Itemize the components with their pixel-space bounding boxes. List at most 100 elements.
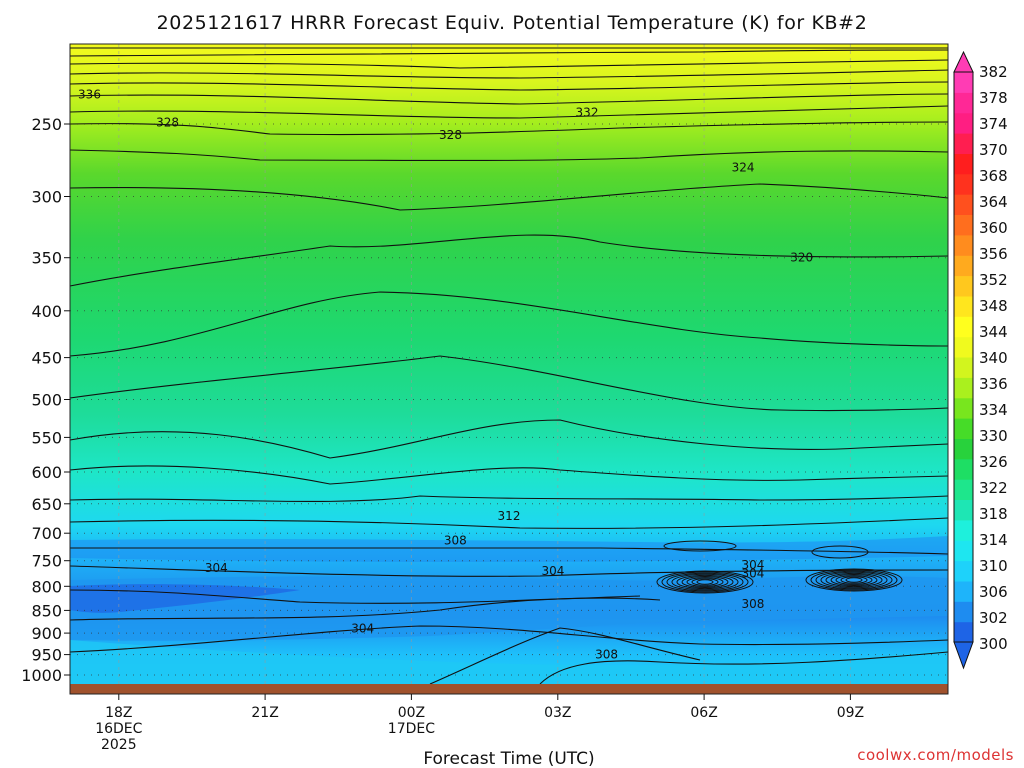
colorbar-swatch xyxy=(954,133,973,154)
contour-cluster-ring xyxy=(686,577,724,587)
colorbar-tick-label: 344 xyxy=(979,323,1008,341)
contour-line xyxy=(69,495,949,503)
colorbar-swatch xyxy=(954,621,973,643)
contour-label: 328 xyxy=(439,128,462,142)
colorbar-swatch xyxy=(954,173,973,195)
y-tick-label: 800 xyxy=(31,577,62,596)
y-tick-label: 250 xyxy=(31,115,62,134)
colorbar-swatch xyxy=(954,275,973,297)
contour-closed-loop xyxy=(811,545,869,559)
colorbar-swatch xyxy=(954,153,973,175)
contour-line xyxy=(69,105,949,119)
contour-cluster-ring xyxy=(681,576,729,588)
contour-label: 312 xyxy=(498,509,521,523)
colorbar-swatch xyxy=(954,479,973,500)
x-tick-label: 06Z xyxy=(690,705,717,721)
colorbar-swatch xyxy=(954,560,973,582)
colorbar: 300 302 306 310 314 318 322 326 330 334 336 340 344 3… xyxy=(953,50,1008,670)
contour-line xyxy=(69,597,661,621)
colorbar-tick-label: 314 xyxy=(979,531,1008,549)
colorbar-swatch xyxy=(954,357,973,378)
colorbar-swatch xyxy=(954,72,973,93)
colorbar-tick-label: 300 xyxy=(979,635,1008,653)
y-axis: 250 300 350 400 450 500 550 600 650 700 750 800 850 9… xyxy=(21,115,70,685)
colorbar-swatch xyxy=(954,458,973,480)
colorbar-tick-label: 330 xyxy=(979,427,1008,445)
colorbar-swatch xyxy=(954,377,973,399)
chart-title: 2025121617 HRRR Forecast Equiv. Potentia… xyxy=(157,12,868,34)
credit-text: coolwx.com/models xyxy=(857,746,1014,764)
x-tick-label: 16DEC xyxy=(95,721,142,737)
contour-cluster-ring xyxy=(666,572,744,592)
contour-line xyxy=(69,69,949,79)
colorbar-swatch xyxy=(954,601,973,623)
colorbar-tick-label: 306 xyxy=(979,583,1008,601)
x-tick-label: 17DEC xyxy=(388,721,435,737)
contour-line xyxy=(69,93,949,105)
contour-cluster-ring xyxy=(820,571,888,589)
colorbar-swatch xyxy=(954,194,973,215)
colorbar-swatch xyxy=(954,112,973,134)
contour-line xyxy=(69,625,949,653)
colorbar-tick-label: 352 xyxy=(979,271,1008,289)
colorbar-swatch xyxy=(954,499,973,521)
contour-line xyxy=(69,517,949,529)
colorbar-swatch xyxy=(954,92,973,114)
x-tick-label: 09Z xyxy=(837,705,864,721)
colorbar-tick-label: 364 xyxy=(979,193,1008,211)
colorbar-tick-label: 374 xyxy=(979,115,1008,133)
contour-line xyxy=(69,291,949,357)
colorbar-swatch xyxy=(954,397,973,419)
contour-cluster-ring xyxy=(805,568,903,592)
colorbar-swatch xyxy=(954,580,973,602)
contour-line xyxy=(69,149,949,162)
contour-cluster-ring xyxy=(845,577,863,583)
colorbar-tick-label: 356 xyxy=(979,245,1008,263)
x-tick-label: 21Z xyxy=(251,705,278,721)
colorbar-tick-label: 322 xyxy=(979,479,1008,497)
colorbar-swatch xyxy=(954,255,973,277)
contour-line xyxy=(69,121,949,136)
y-tick-label: 900 xyxy=(31,624,62,643)
colorbar-swatch xyxy=(954,295,973,317)
colorbar-tick-label: 340 xyxy=(979,349,1008,367)
colorbar-swatch xyxy=(954,316,973,338)
contour-cluster-ring xyxy=(656,570,754,594)
contour-cluster-ring xyxy=(835,575,873,585)
colorbar-tick-label: 382 xyxy=(979,63,1008,81)
contour-cluster-ring xyxy=(691,578,719,586)
contour-line xyxy=(69,465,949,485)
y-tick-label: 850 xyxy=(31,601,62,620)
band-blue-low xyxy=(70,576,948,641)
colorbar-swatch xyxy=(954,214,973,236)
y-tick-label: 500 xyxy=(31,391,62,410)
contour-label: 336 xyxy=(78,87,101,101)
contour-line xyxy=(69,59,949,69)
colorbar-swatch xyxy=(954,519,973,541)
colorbar-swatch xyxy=(954,540,973,562)
y-tick-label: 600 xyxy=(31,463,62,482)
colorbar-swatch xyxy=(954,336,973,358)
colorbar-tick-label: 360 xyxy=(979,219,1008,237)
y-tick-label: 700 xyxy=(31,524,62,543)
shaded-bands xyxy=(70,536,948,684)
contour-line xyxy=(69,183,949,211)
contour-line xyxy=(69,81,949,91)
colorbar-tick-label: 336 xyxy=(979,375,1008,393)
colorbar-tick-label: 318 xyxy=(979,505,1008,523)
y-tick-label: 750 xyxy=(31,552,62,571)
colorbar-frame xyxy=(953,71,974,643)
y-tick-label: 300 xyxy=(31,188,62,207)
contour-line xyxy=(69,419,949,459)
contour-line xyxy=(69,547,949,555)
contour-label: 328 xyxy=(156,115,179,129)
y-tick-label: 1000 xyxy=(21,666,62,685)
contour-line xyxy=(539,651,949,685)
contour-cluster-ring xyxy=(840,576,868,584)
contour-line xyxy=(69,355,949,412)
colorbar-swatch xyxy=(954,438,973,460)
y-tick-label: 950 xyxy=(31,646,62,665)
contour-line xyxy=(69,234,949,287)
